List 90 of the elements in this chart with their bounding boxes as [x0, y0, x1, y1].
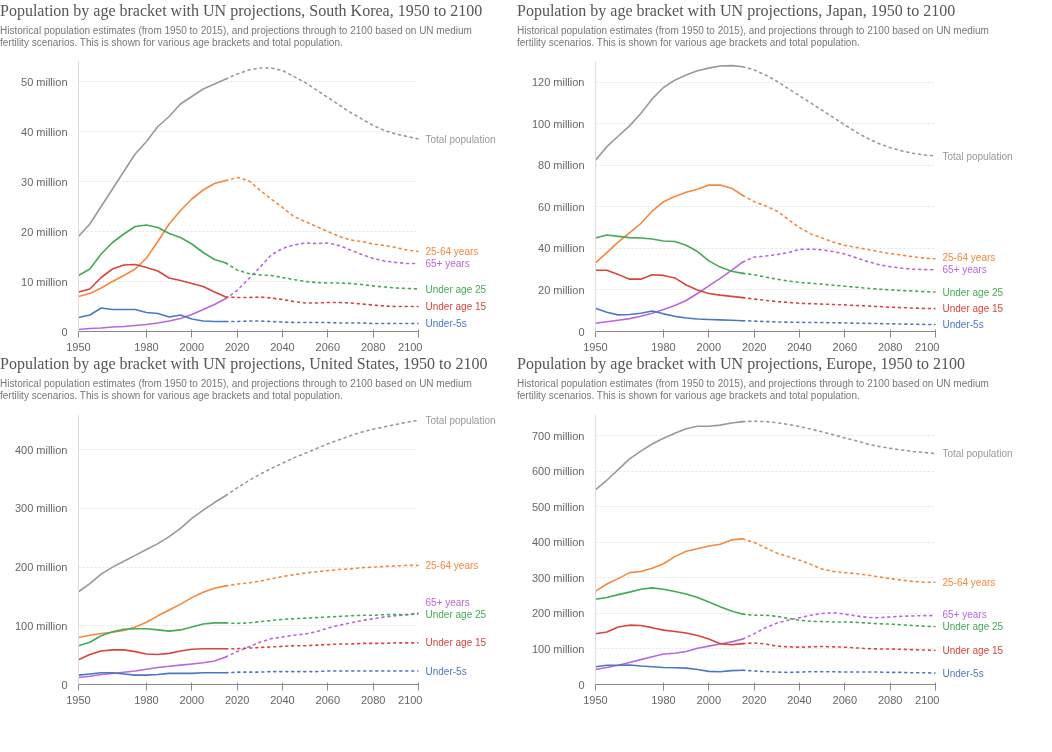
chart-title: Population by age bracket with UN projections, Japan, 1950 to 2100 — [517, 1, 956, 22]
x-tick-label: 2100 — [398, 340, 423, 353]
y-tick-label: 300 million — [14, 502, 68, 515]
series-label: Under-5s — [425, 665, 467, 677]
y-tick-label: 400 million — [14, 443, 68, 456]
x-tick-label: 2080 — [360, 340, 386, 353]
chart-title: Population by age bracket with UN projections, United States, 1950 to 2100 — [0, 353, 488, 375]
y-tick-label: 700 million — [531, 429, 585, 442]
series-label: Under-5s — [942, 667, 984, 679]
series-label: Under age 15 — [425, 300, 487, 312]
x-tick-label: 2040 — [270, 693, 295, 706]
x-tick-label: 2060 — [832, 693, 858, 706]
x-tick-label: 2000 — [179, 340, 205, 353]
y-tick-label: 100 million — [14, 619, 68, 632]
series-label: Under age 25 — [425, 608, 487, 620]
chart-subtitle: Historical population estimates (from 1950 to 2015), and projections through to 2100 based on UN medium fertility scenarios. This is shown for various age brackets and total population. — [0, 24, 473, 49]
series-label: Under age 15 — [425, 637, 487, 649]
series-label: Total population — [425, 133, 496, 145]
x-tick-label: 1980 — [134, 693, 159, 706]
x-tick-label: 2100 — [915, 693, 940, 706]
x-tick-label: 1980 — [651, 340, 676, 353]
x-tick-label: 1980 — [134, 340, 159, 353]
series-label: 65+ years — [942, 608, 987, 620]
y-tick-label: 200 million — [14, 560, 68, 573]
y-tick-label: 40 million — [538, 242, 585, 255]
series-label: Under-5s — [942, 318, 984, 330]
series-label: Under age 25 — [942, 286, 1004, 298]
y-tick-label: 60 million — [538, 200, 585, 213]
x-tick-label: 2000 — [696, 693, 722, 706]
x-tick-label: 2100 — [915, 340, 940, 353]
chart-title: Population by age bracket with UN projections, South Korea, 1950 to 2100 — [0, 1, 483, 22]
x-tick-label: 2080 — [877, 693, 903, 706]
x-tick-label: 2020 — [224, 693, 250, 706]
y-tick-label: 30 million — [21, 175, 68, 188]
series-label: 25-64 years — [942, 576, 996, 588]
y-tick-label: 80 million — [538, 159, 585, 172]
x-tick-label: 2000 — [179, 693, 205, 706]
x-tick-label: 1950 — [583, 340, 608, 353]
series-label: Total population — [425, 414, 496, 426]
x-tick-label: 2020 — [741, 340, 767, 353]
x-tick-label: 2040 — [787, 340, 812, 353]
y-tick-label: 20 million — [538, 283, 585, 296]
y-tick-label: 40 million — [21, 125, 68, 138]
series-label: 65+ years — [425, 257, 470, 269]
series-label: 25-64 years — [425, 559, 479, 571]
y-tick-label: 300 million — [531, 571, 585, 584]
x-tick-label: 2040 — [787, 693, 812, 706]
x-tick-label: 2080 — [877, 340, 903, 353]
y-tick-label: 600 million — [531, 465, 585, 478]
series-label: Under age 15 — [942, 644, 1004, 656]
x-tick-label: 2060 — [315, 693, 341, 706]
chart-subtitle: Historical population estimates (from 1950 to 2015), and projections through to 2100 based on UN medium fertility scenarios. This is shown for various age brackets and total population. — [517, 377, 990, 402]
y-tick-label: 10 million — [21, 275, 68, 288]
series-label: 65+ years — [425, 596, 470, 608]
x-tick-label: 2000 — [696, 340, 722, 353]
x-tick-label: 1980 — [651, 693, 676, 706]
series-label: Total population — [942, 447, 1013, 459]
y-tick-label: 100 million — [531, 642, 585, 655]
x-tick-label: 1950 — [66, 340, 91, 353]
y-tick-label: 500 million — [531, 500, 585, 513]
x-tick-label: 2060 — [832, 340, 858, 353]
y-tick-label: 50 million — [21, 75, 68, 88]
x-tick-label: 2020 — [224, 340, 250, 353]
x-tick-label: 2020 — [741, 693, 767, 706]
series-label: Under age 15 — [942, 303, 1004, 314]
chart-subtitle: Historical population estimates (from 1950 to 2015), and projections through to 2100 based on UN medium fertility scenarios. This is shown for various age brackets and total population. — [0, 377, 473, 402]
y-tick-label: 200 million — [531, 607, 585, 620]
series-label: Total population — [942, 150, 1013, 162]
y-tick-label: 0 — [61, 325, 68, 338]
x-tick-label: 2040 — [270, 340, 295, 353]
series-label: 25-64 years — [942, 252, 996, 264]
y-tick-label: 400 million — [531, 536, 585, 549]
y-tick-label: 0 — [61, 678, 68, 691]
series-label: Under-5s — [425, 317, 467, 329]
y-tick-label: 120 million — [531, 76, 585, 89]
series-label: 25-64 years — [425, 245, 479, 257]
y-tick-label: 0 — [578, 678, 585, 691]
chart-subtitle: Historical population estimates (from 1950 to 2015), and projections through to 2100 based on UN medium fertility scenarios. This is shown for various age brackets and total population. — [517, 24, 990, 49]
y-tick-label: 0 — [578, 325, 585, 338]
series-label: Under age 25 — [425, 283, 487, 295]
series-label: Under age 25 — [942, 620, 1004, 632]
series-label: 65+ years — [942, 264, 987, 276]
y-tick-label: 20 million — [21, 225, 68, 238]
x-tick-label: 1950 — [583, 693, 608, 706]
y-tick-label: 100 million — [531, 117, 585, 130]
x-tick-label: 2080 — [360, 693, 386, 706]
x-tick-label: 2060 — [315, 340, 341, 353]
chart-title: Population by age bracket with UN projections, Europe, 1950 to 2100 — [517, 353, 965, 375]
x-tick-label: 1950 — [66, 693, 91, 706]
x-tick-label: 2100 — [398, 693, 423, 706]
